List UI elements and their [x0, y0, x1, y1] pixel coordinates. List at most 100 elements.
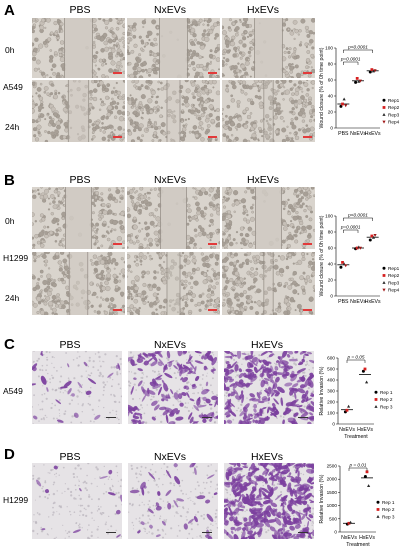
data-point	[357, 79, 361, 83]
x-tick-label: PBS	[338, 131, 349, 137]
cell-line-label-d: H1299	[3, 495, 29, 505]
micrograph-a-hxevs-0h	[222, 18, 315, 78]
micrograph-a-pbs-24h	[32, 80, 125, 142]
legend-label: Rep2	[388, 273, 400, 278]
timepoint-label-0h-a: 0h	[5, 45, 15, 55]
y-tick-label: 0	[334, 530, 337, 535]
micrograph-b-nxevs-0h	[127, 187, 220, 249]
legend-marker	[374, 398, 378, 401]
data-point	[339, 104, 343, 108]
legend-marker	[382, 112, 386, 116]
data-point	[358, 246, 362, 250]
legend-marker	[376, 500, 380, 504]
data-point	[373, 69, 377, 73]
y-tick-label: 600	[327, 356, 335, 361]
y-tick-label: 20	[328, 110, 334, 115]
column-title-nxevs-d: NxEVs	[153, 451, 187, 463]
chart-c: Relative Invasion (%) 0 100 200 300 400 500 600…	[319, 355, 393, 441]
legend-label: Rep 2	[380, 397, 393, 402]
legend-marker	[382, 266, 386, 270]
column-title-hxevs-d: HxEVs	[250, 451, 284, 463]
y-axis-label: Relative Invasion (%)	[319, 366, 325, 415]
data-point	[345, 408, 349, 412]
significance-label: p=0.0001	[340, 225, 361, 230]
cell-line-label-b: H1299	[3, 253, 29, 263]
micrograph-a-pbs-0h	[32, 18, 125, 78]
chart-a: Wound closure (% of 0h time point) 0 20 40 6…	[319, 45, 400, 138]
y-tick-label: 0	[332, 422, 335, 427]
data-point	[373, 234, 377, 237]
y-tick-label: 0	[330, 126, 333, 131]
y-tick-label: 100	[327, 411, 335, 416]
significance-label: p = 0.05	[346, 355, 364, 360]
y-tick-label: 80	[328, 230, 334, 235]
legend-label: Rep 1	[380, 390, 393, 395]
micrograph-a-nxevs-24h	[127, 80, 220, 142]
column-title-pbs-b: PBS	[69, 174, 91, 186]
panel-label-c: C	[4, 336, 15, 353]
micrograph-d-pbs	[32, 463, 122, 539]
data-point	[361, 369, 365, 373]
significance-bracket	[343, 49, 373, 53]
significance-bracket	[343, 61, 359, 65]
micrograph-d-nxevs	[128, 463, 218, 539]
data-point	[370, 68, 374, 71]
y-tick-label: 40	[328, 262, 334, 267]
legend-marker	[374, 404, 378, 408]
panel-label-b: B	[4, 172, 15, 189]
column-title-hxevs-a: HxEVs	[246, 4, 280, 16]
y-tick-label: 2000	[327, 477, 338, 482]
significance-label: p<0.0001	[347, 213, 368, 218]
data-point	[363, 475, 367, 479]
x-tick-label: NxEVs	[339, 427, 355, 433]
y-tick-label: 300	[327, 389, 335, 394]
legend-marker	[376, 514, 380, 518]
y-axis-label: Wound closure (% of 0h time point)	[319, 215, 325, 296]
data-point	[358, 79, 362, 83]
data-point	[368, 238, 372, 242]
legend-marker	[382, 120, 386, 124]
significance-label: p = 0.01	[348, 463, 366, 468]
micrograph-b-hxevs-24h	[222, 252, 315, 315]
legend-marker	[374, 390, 378, 394]
column-title-hxevs-c: HxEVs	[250, 339, 284, 351]
y-tick-label: 200	[327, 400, 335, 405]
legend-label: Rep 3	[382, 514, 395, 519]
data-point	[368, 70, 372, 74]
data-point	[365, 470, 369, 474]
legend-marker	[382, 274, 386, 277]
legend-label: Rep3	[388, 112, 400, 117]
x-tick-label: HxEVs	[365, 299, 381, 305]
column-title-hxevs-b: HxEVs	[246, 174, 280, 186]
data-point	[349, 520, 353, 524]
y-tick-label: 400	[327, 378, 335, 383]
data-point	[365, 380, 369, 384]
x-tick-label: NxEVs	[350, 131, 366, 137]
y-tick-label: 0	[330, 294, 333, 299]
data-point	[355, 246, 359, 250]
column-title-pbs-c: PBS	[59, 339, 81, 351]
data-point	[355, 77, 359, 80]
legend-label: Rep 3	[380, 404, 393, 409]
y-tick-label: 40	[328, 94, 334, 99]
legend-label: Rep 1	[382, 500, 395, 505]
data-point	[354, 80, 358, 84]
legend-label: Rep4	[388, 288, 400, 293]
y-tick-label: 1500	[327, 490, 338, 495]
legend-marker	[382, 288, 386, 292]
cell-line-label-a: A549	[3, 82, 23, 92]
y-axis-label: Relative Invasion (%)	[319, 474, 325, 523]
significance-bracket	[343, 229, 359, 233]
panel-label-a: A	[4, 2, 15, 19]
legend-label: Rep4	[388, 120, 400, 125]
column-title-pbs-d: PBS	[59, 451, 81, 463]
micrograph-a-hxevs-24h	[222, 80, 315, 142]
micrograph-c-nxevs	[128, 351, 218, 424]
x-axis-label: Treatment	[344, 434, 368, 440]
significance-label: p<0.0001	[347, 45, 368, 50]
timepoint-label-24h-a: 24h	[5, 122, 20, 132]
legend-label: Rep1	[388, 98, 400, 103]
micrograph-c-hxevs	[224, 351, 314, 424]
micrograph-b-pbs-0h	[32, 187, 125, 249]
micrograph-c-pbs	[32, 351, 122, 424]
